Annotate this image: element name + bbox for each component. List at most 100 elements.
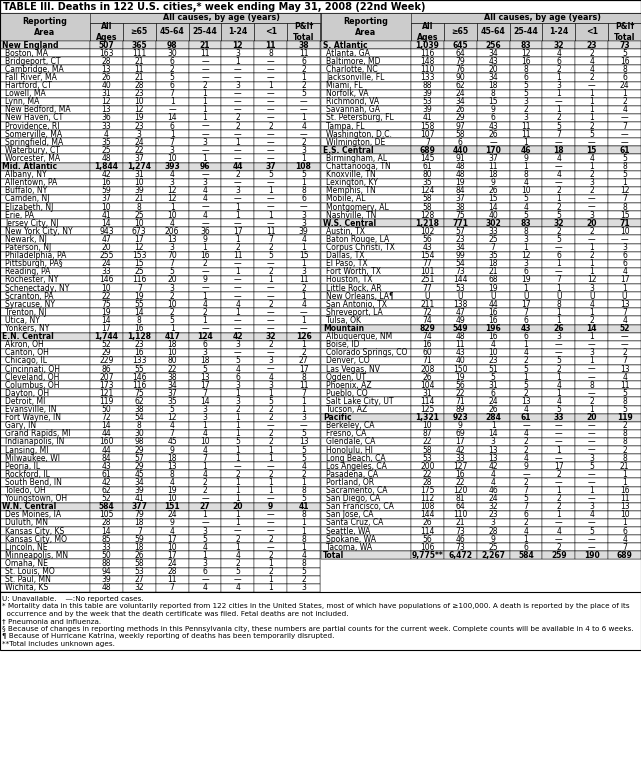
Bar	[254, 276, 287, 284]
Text: New York City, NY: New York City, NY	[5, 227, 72, 236]
Bar	[221, 373, 254, 381]
Bar	[321, 333, 641, 341]
Bar	[254, 535, 287, 543]
Bar	[156, 421, 188, 430]
Text: 5: 5	[203, 534, 208, 544]
Text: —: —	[267, 365, 274, 374]
Text: 52: 52	[102, 494, 112, 503]
Bar	[608, 535, 641, 543]
Text: 12: 12	[233, 41, 243, 49]
Bar	[156, 130, 188, 138]
Bar	[156, 535, 188, 543]
Bar	[321, 389, 641, 398]
Text: 4: 4	[491, 478, 495, 487]
Text: 1: 1	[203, 114, 208, 122]
Bar	[575, 430, 608, 438]
Text: Mountain: Mountain	[323, 324, 364, 333]
Text: Honolulu, HI: Honolulu, HI	[326, 445, 373, 454]
Text: 19: 19	[488, 284, 498, 292]
Text: 8: 8	[137, 421, 142, 430]
Bar	[287, 171, 320, 178]
Text: 14: 14	[102, 527, 112, 535]
Bar	[477, 57, 510, 65]
Bar	[0, 98, 320, 106]
Bar	[444, 325, 477, 333]
Bar	[123, 106, 156, 114]
Text: 22: 22	[167, 365, 177, 374]
Bar	[444, 511, 477, 519]
Text: 33: 33	[101, 268, 112, 276]
Bar	[575, 98, 608, 106]
Text: 24: 24	[620, 81, 629, 90]
Bar	[90, 503, 123, 511]
Text: 10: 10	[200, 438, 210, 447]
Bar	[90, 90, 123, 98]
Text: 13: 13	[620, 365, 629, 374]
Text: Syracuse, NY: Syracuse, NY	[5, 300, 55, 308]
Bar	[477, 41, 510, 49]
Text: 73: 73	[455, 268, 465, 276]
Bar	[123, 244, 156, 251]
Text: —: —	[267, 543, 274, 551]
Text: 11: 11	[299, 381, 308, 390]
Text: Tucson, AZ: Tucson, AZ	[326, 405, 367, 414]
Bar	[156, 65, 188, 73]
Text: 10: 10	[135, 218, 144, 228]
Bar	[188, 325, 221, 333]
Text: W.N. Central: W.N. Central	[2, 502, 56, 511]
Text: —: —	[588, 534, 595, 544]
Text: —: —	[267, 89, 274, 98]
Text: 50: 50	[101, 405, 112, 414]
Text: 20: 20	[587, 413, 597, 422]
Bar	[188, 398, 221, 405]
Bar	[444, 235, 477, 244]
Bar	[321, 146, 411, 155]
Text: 170: 170	[485, 146, 501, 155]
Bar	[608, 260, 641, 268]
Text: 1-24: 1-24	[549, 28, 569, 36]
Text: 124: 124	[420, 186, 435, 195]
Bar	[510, 171, 542, 178]
Bar	[221, 421, 254, 430]
Bar	[542, 471, 575, 478]
Text: —: —	[588, 365, 595, 374]
Text: Worcester, MA: Worcester, MA	[5, 154, 60, 163]
Text: 1: 1	[235, 202, 240, 211]
Bar	[0, 260, 320, 268]
Text: 1: 1	[556, 259, 562, 268]
Text: 9: 9	[203, 275, 208, 285]
Text: —: —	[234, 348, 242, 358]
Bar	[0, 235, 90, 244]
Text: Richmond, VA: Richmond, VA	[326, 97, 379, 106]
Bar	[444, 251, 477, 260]
Bar	[188, 82, 221, 90]
Text: 14: 14	[102, 218, 112, 228]
Bar	[123, 494, 156, 503]
Bar	[321, 478, 641, 487]
Bar	[123, 551, 156, 559]
Text: 2: 2	[235, 122, 240, 131]
Text: 39: 39	[422, 105, 432, 115]
Text: 3: 3	[203, 138, 208, 147]
Text: 8: 8	[491, 89, 495, 98]
Bar	[156, 487, 188, 494]
Bar	[287, 559, 320, 568]
Text: —: —	[555, 97, 563, 106]
Text: 28: 28	[488, 527, 498, 535]
Text: 8: 8	[524, 170, 528, 179]
Text: 2: 2	[269, 429, 273, 438]
Bar	[156, 187, 188, 195]
Bar	[542, 381, 575, 389]
Text: —: —	[201, 494, 209, 503]
Bar	[477, 357, 510, 365]
Bar	[510, 219, 542, 228]
Bar	[156, 178, 188, 187]
Bar	[510, 65, 542, 73]
Bar	[510, 325, 542, 333]
Text: Reporting
Area: Reporting Area	[22, 17, 67, 37]
Bar	[321, 300, 641, 308]
Text: U: Unavailable.    —:No reported cases.: U: Unavailable. —:No reported cases.	[2, 596, 144, 602]
Bar	[321, 23, 641, 41]
Text: 12: 12	[620, 186, 629, 195]
Text: 771: 771	[453, 218, 469, 228]
